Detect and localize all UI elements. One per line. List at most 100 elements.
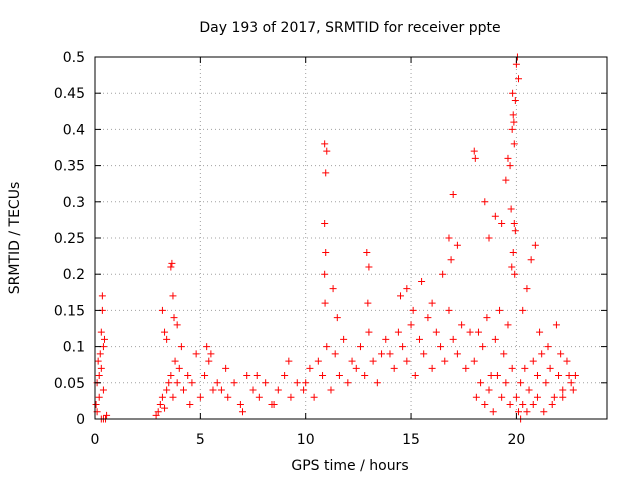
data-point xyxy=(331,350,339,358)
data-point xyxy=(156,401,164,409)
y-tick-label: 0 xyxy=(76,412,85,428)
data-point xyxy=(470,147,478,155)
data-point xyxy=(352,364,360,372)
data-point xyxy=(158,306,166,314)
data-point xyxy=(103,411,111,419)
data-point xyxy=(523,285,531,293)
data-point xyxy=(403,357,411,365)
data-point xyxy=(348,357,356,365)
y-tick-label: 0.4 xyxy=(63,122,85,138)
data-point xyxy=(510,140,518,148)
data-point xyxy=(361,372,369,380)
data-point xyxy=(373,379,381,387)
x-tick-label: 15 xyxy=(402,432,420,448)
data-point xyxy=(403,285,411,293)
data-point xyxy=(344,379,352,387)
data-point xyxy=(533,372,541,380)
data-point xyxy=(170,314,178,322)
data-point xyxy=(230,379,238,387)
data-point xyxy=(188,379,196,387)
data-point xyxy=(378,350,386,358)
data-point xyxy=(500,350,508,358)
data-point xyxy=(255,393,263,401)
data-point xyxy=(506,162,514,170)
data-point xyxy=(365,263,373,271)
data-point xyxy=(94,357,102,365)
data-point xyxy=(437,343,445,351)
data-point xyxy=(515,75,523,83)
data-point xyxy=(158,393,166,401)
data-point xyxy=(356,343,364,351)
data-point xyxy=(508,263,516,271)
data-point xyxy=(163,335,171,343)
data-point xyxy=(511,270,519,278)
data-point xyxy=(171,357,179,365)
data-point xyxy=(485,386,493,394)
data-point xyxy=(509,248,517,256)
data-point xyxy=(222,364,230,372)
data-point xyxy=(203,343,211,351)
data-point xyxy=(302,379,310,387)
data-point xyxy=(519,401,527,409)
data-point xyxy=(397,292,405,300)
data-point xyxy=(491,212,499,220)
data-point xyxy=(184,372,192,380)
data-point xyxy=(496,306,504,314)
data-point xyxy=(207,350,215,358)
data-point xyxy=(544,343,552,351)
y-tick-label: 0.1 xyxy=(63,340,85,356)
data-point xyxy=(329,285,337,293)
data-point xyxy=(209,386,217,394)
data-point xyxy=(382,335,390,343)
y-tick-label: 0.35 xyxy=(54,159,85,175)
data-point xyxy=(224,393,232,401)
data-point xyxy=(333,314,341,322)
data-point xyxy=(238,408,246,416)
x-tick-label: 5 xyxy=(196,432,205,448)
data-point xyxy=(95,372,103,380)
data-point xyxy=(485,234,493,242)
data-point xyxy=(205,357,213,365)
data-point xyxy=(217,386,225,394)
data-point xyxy=(323,343,331,351)
chart-title: Day 193 of 2017, SRMTID for receiver ppt… xyxy=(199,20,500,36)
data-point xyxy=(173,321,181,329)
data-point xyxy=(274,386,282,394)
data-point xyxy=(445,306,453,314)
data-point xyxy=(424,314,432,322)
data-point xyxy=(508,364,516,372)
data-point xyxy=(523,408,531,416)
data-point xyxy=(411,372,419,380)
data-point xyxy=(559,386,567,394)
y-tick-label: 0.05 xyxy=(54,376,85,392)
data-point xyxy=(322,248,330,256)
data-point xyxy=(525,386,533,394)
data-point xyxy=(502,379,510,387)
data-point xyxy=(161,404,169,412)
data-point xyxy=(529,401,537,409)
data-point xyxy=(161,328,169,336)
y-tick-label: 0.45 xyxy=(54,86,85,102)
data-point xyxy=(498,393,506,401)
data-point xyxy=(470,357,478,365)
x-tick-label: 10 xyxy=(297,432,315,448)
data-point xyxy=(196,393,204,401)
y-axis-label: SRMTID / TECUs xyxy=(7,182,23,295)
data-point xyxy=(394,328,402,336)
data-point xyxy=(163,386,171,394)
data-point xyxy=(306,364,314,372)
x-axis-label: GPS time / hours xyxy=(291,458,408,474)
data-point xyxy=(321,270,329,278)
data-point xyxy=(483,314,491,322)
data-point xyxy=(428,299,436,307)
data-point xyxy=(445,234,453,242)
data-point xyxy=(95,393,103,401)
data-point xyxy=(173,379,181,387)
data-point xyxy=(567,379,575,387)
data-point xyxy=(479,343,487,351)
data-point xyxy=(152,411,160,419)
data-point xyxy=(364,299,372,307)
data-point xyxy=(285,357,293,365)
data-point xyxy=(531,241,539,249)
data-point xyxy=(453,241,461,249)
